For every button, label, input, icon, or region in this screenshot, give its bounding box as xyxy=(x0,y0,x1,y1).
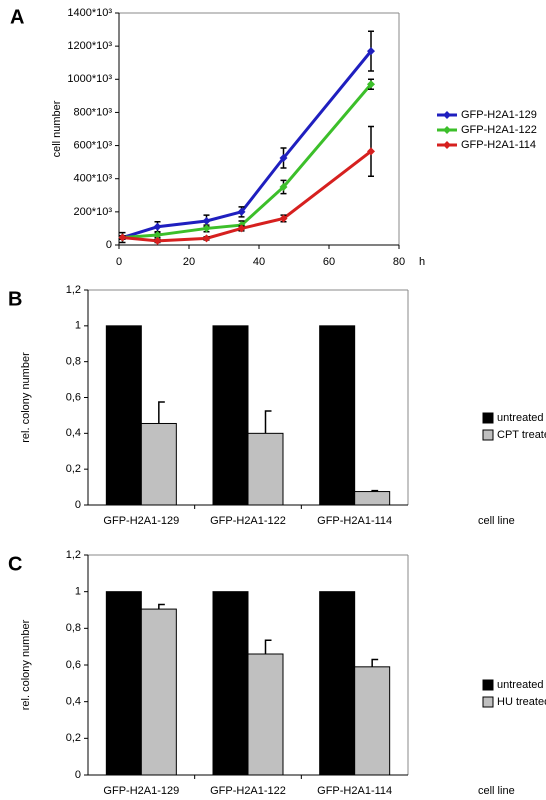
data-point xyxy=(279,154,288,162)
legend-label: CPT treated xyxy=(497,429,546,441)
y-axis-label: rel. colony number xyxy=(20,619,32,710)
data-point xyxy=(153,222,162,231)
data-point xyxy=(279,183,288,191)
bar xyxy=(212,591,249,776)
x-axis-label: cell line xyxy=(478,515,515,527)
data-point xyxy=(202,224,211,233)
y-tick-label: 0,4 xyxy=(66,427,81,439)
x-tick-label: 0 xyxy=(116,256,122,268)
y-tick-label: 0,6 xyxy=(66,659,81,671)
y-tick-label: 600*10³ xyxy=(73,139,112,151)
data-point xyxy=(237,224,246,233)
error-bar xyxy=(264,410,272,434)
y-tick-label: 0,2 xyxy=(66,732,81,744)
legend-swatch xyxy=(482,429,494,441)
bar xyxy=(247,653,284,776)
y-tick-label: 200*10³ xyxy=(73,206,112,218)
bar xyxy=(247,432,284,506)
series-line xyxy=(122,50,373,239)
x-axis-label: h xyxy=(419,256,425,268)
data-point xyxy=(153,231,162,240)
bar xyxy=(212,325,249,506)
x-tick-label: GFP-H2A1-114 xyxy=(317,515,392,527)
bar xyxy=(354,491,391,506)
y-tick-label: 1 xyxy=(75,586,81,598)
panel-label: A xyxy=(10,6,24,28)
y-tick-label: 0 xyxy=(106,239,112,251)
y-axis-label: cell number xyxy=(51,100,63,157)
legend-swatch xyxy=(482,696,494,708)
y-tick-label: 1,2 xyxy=(66,549,81,561)
y-tick-label: 0,8 xyxy=(66,622,81,634)
y-tick-label: 1400*10³ xyxy=(67,7,112,19)
x-tick-label: 80 xyxy=(393,256,405,268)
legend-marker xyxy=(443,111,451,119)
legend-swatch xyxy=(482,412,494,424)
error-bar xyxy=(371,658,379,667)
data-point xyxy=(202,216,211,225)
y-tick-label: 1 xyxy=(75,320,81,332)
series-line xyxy=(122,83,373,240)
x-axis-label: cell line xyxy=(478,785,515,797)
legend-marker xyxy=(443,141,451,149)
y-tick-label: 800*10³ xyxy=(73,106,112,118)
data-point xyxy=(118,233,127,242)
legend-label: GFP-H2A1-129 xyxy=(461,109,537,121)
x-tick-label: 60 xyxy=(323,256,335,268)
bar xyxy=(105,325,142,506)
data-point xyxy=(153,236,162,245)
y-tick-label: 0 xyxy=(75,769,81,781)
data-point xyxy=(279,214,288,223)
bar xyxy=(319,325,356,506)
x-tick-label: GFP-H2A1-122 xyxy=(210,515,286,527)
bar xyxy=(105,591,142,776)
series-line xyxy=(122,150,372,243)
panel-label: B xyxy=(8,288,22,310)
data-point xyxy=(367,147,375,156)
data-point xyxy=(237,207,246,216)
bar xyxy=(140,422,177,506)
legend-label: HU treated xyxy=(497,696,546,708)
bar xyxy=(319,591,356,776)
bar xyxy=(140,608,177,776)
y-tick-label: 400*10³ xyxy=(73,173,112,185)
y-tick-label: 1000*10³ xyxy=(67,73,112,85)
y-tick-label: 0,6 xyxy=(66,391,81,403)
bar xyxy=(354,666,391,776)
legend-label: untreated xyxy=(497,679,543,691)
x-tick-label: GFP-H2A1-129 xyxy=(103,515,179,527)
legend-swatch xyxy=(482,679,494,691)
data-point xyxy=(202,234,211,243)
x-tick-label: 20 xyxy=(183,256,195,268)
error-bar xyxy=(264,639,272,654)
legend-label: GFP-H2A1-114 xyxy=(461,139,536,151)
data-point xyxy=(367,47,375,56)
legend-label: GFP-H2A1-122 xyxy=(461,124,537,136)
x-tick-label: 40 xyxy=(253,256,265,268)
y-tick-label: 0,8 xyxy=(66,356,81,368)
x-tick-label: GFP-H2A1-122 xyxy=(210,785,286,797)
error-bar xyxy=(158,603,165,610)
error-bar xyxy=(158,401,165,424)
y-tick-label: 0 xyxy=(75,499,81,511)
panel-label: C xyxy=(8,553,22,575)
y-tick-label: 1,2 xyxy=(66,284,81,296)
data-point xyxy=(367,80,375,89)
y-tick-label: 1200*10³ xyxy=(67,40,112,52)
y-tick-label: 0,2 xyxy=(66,463,81,475)
legend-marker xyxy=(443,126,451,134)
x-tick-label: GFP-H2A1-114 xyxy=(317,785,392,797)
error-bar xyxy=(371,489,379,492)
y-axis-label: rel. colony number xyxy=(20,352,32,443)
y-tick-label: 0,4 xyxy=(66,696,81,708)
x-tick-label: GFP-H2A1-129 xyxy=(103,785,179,797)
legend-label: untreated xyxy=(497,412,543,424)
